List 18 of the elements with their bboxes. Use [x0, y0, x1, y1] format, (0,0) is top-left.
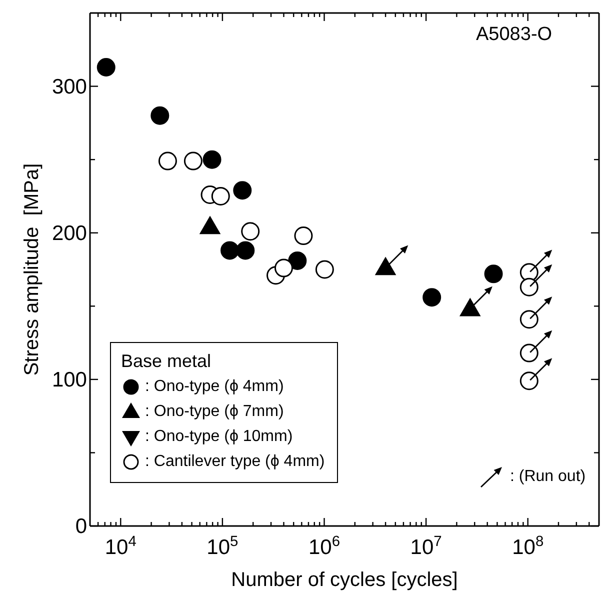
- x-axis-title: Number of cycles [cycles]: [231, 569, 458, 591]
- y-tick-label: 200: [52, 222, 87, 245]
- x-tick-label: 10$^{5}$: [206, 534, 238, 559]
- legend-label: : Ono-type (ϕ 10mm): [145, 427, 293, 447]
- y-axis-title: Stress amplitude [MPa]: [21, 163, 43, 376]
- y-tick-label: 100: [52, 368, 87, 392]
- legend-title: Base metal: [121, 350, 212, 373]
- annotation: A5083-O: [476, 24, 552, 46]
- y-tick-label: 0: [75, 515, 87, 538]
- legend-label: : Cantilever type (ϕ 4mm): [145, 452, 325, 472]
- legend-label: : (Run out): [510, 468, 586, 486]
- legend-label: : Ono-type (ϕ 7mm): [145, 402, 284, 422]
- x-tick-label: 10$^{6}$: [308, 534, 340, 559]
- x-tick-label: 10$^{4}$: [104, 534, 136, 559]
- x-tick-label: 10$^{8}$: [512, 534, 544, 559]
- legend-label: : Ono-type (ϕ 4mm): [145, 377, 284, 397]
- y-tick-label: 300: [52, 75, 87, 98]
- x-tick-label: 10$^{7}$: [410, 534, 442, 559]
